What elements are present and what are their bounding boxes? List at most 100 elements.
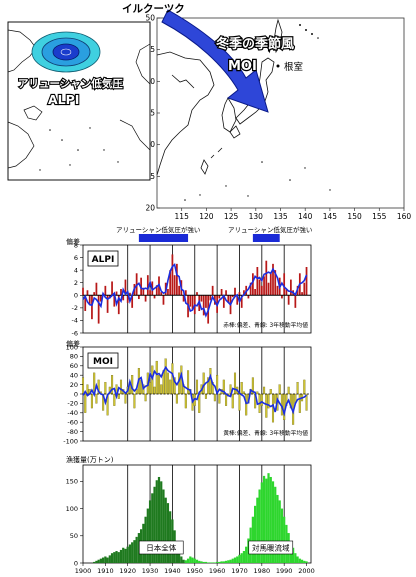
catch-bar	[224, 560, 228, 563]
moi-bar	[305, 393, 308, 411]
catch-xtick-label: 1950	[186, 567, 203, 575]
catch-ytick-label: 100	[66, 505, 78, 513]
catch-bar	[157, 476, 161, 563]
moi-bar	[81, 377, 85, 395]
irkutsk-label: イルクーツク	[122, 3, 185, 15]
moi-bar	[86, 384, 89, 395]
moi-bar	[274, 393, 277, 404]
alpi-bar	[111, 281, 113, 296]
catch-xtick-label: 1910	[97, 567, 114, 575]
alpi-bar	[95, 282, 98, 296]
alpi-bar	[281, 295, 283, 299]
moi-bar	[204, 393, 207, 399]
alpi-bar	[247, 295, 250, 299]
catch-label-japan-box	[138, 540, 184, 555]
moi-ytick-label: 0	[74, 390, 78, 398]
alpi-label-box	[87, 250, 119, 267]
catch-bar	[113, 552, 116, 563]
map-lon-ticks: 115 120 125 130 135 140 145 150 155 160	[175, 208, 411, 221]
alpi-bar	[287, 295, 290, 305]
alpi-bar	[149, 290, 151, 296]
catch-bar	[233, 557, 237, 563]
catch-chart: 漁獲量(万トン) 0 50 100 150 1900 1910 1920 1930 1940 19…	[66, 455, 315, 575]
alpi-bar	[129, 292, 131, 296]
catch-bar	[200, 561, 203, 563]
alpi-bar	[256, 267, 259, 296]
map-lon-tick-label: 130	[249, 212, 264, 221]
moi-bar	[298, 393, 301, 413]
nemuro-label: 根室	[284, 61, 303, 73]
catch-bar	[137, 533, 140, 563]
catch-bar	[274, 486, 277, 563]
alpi-bar	[84, 295, 87, 311]
map-islands	[184, 24, 331, 201]
alpi-bar	[173, 275, 176, 296]
moi-bar	[160, 384, 163, 395]
catch-bar	[182, 559, 185, 563]
catch-bar	[227, 560, 230, 563]
alpi-bar	[82, 287, 84, 296]
alpi-bar	[117, 295, 120, 315]
alpi-ylabel: 偏差	[66, 237, 80, 246]
alpi-label: ALPI	[92, 255, 115, 265]
moi-bar	[157, 375, 161, 395]
alpi-bar	[176, 263, 178, 296]
monsoon-title: 冬季の季節風	[216, 36, 294, 52]
alpi-bar	[294, 295, 297, 308]
moi-map-label: MOI	[228, 59, 257, 74]
catch-bar	[211, 562, 214, 563]
alpi-bar	[205, 295, 207, 308]
catch-xtick-label: 1900	[75, 567, 92, 575]
catch-xtick-label: 1990	[276, 567, 293, 575]
catch-bar	[126, 546, 129, 563]
catch-bar	[122, 547, 125, 563]
alpi-bar	[162, 295, 165, 305]
alpi-bar	[305, 267, 308, 296]
alpi-bar	[196, 292, 198, 296]
catch-xtick-label: 1940	[164, 567, 181, 575]
catch-bar	[280, 508, 284, 563]
catch-bar	[193, 558, 196, 563]
moi-label-box	[87, 352, 119, 369]
catch-bar	[148, 500, 152, 563]
moi-bar	[117, 393, 120, 399]
catch-bar	[305, 561, 308, 563]
alpi-bar	[240, 295, 243, 308]
catch-bar	[178, 551, 181, 563]
catch-bar	[155, 480, 158, 563]
catch-bar	[271, 481, 275, 563]
alpi-bar	[182, 295, 185, 302]
catch-bar	[258, 489, 261, 563]
catch-bar	[276, 494, 279, 563]
catch-bar	[195, 559, 199, 563]
alpi-bar	[171, 254, 174, 296]
catch-bar	[128, 544, 132, 563]
catch-ytick-label: 50	[70, 532, 78, 540]
catch-bar	[242, 551, 246, 563]
moi-bar	[169, 379, 172, 395]
moi-bar	[238, 393, 241, 411]
alpi-bar	[104, 285, 107, 296]
catch-bar	[104, 556, 107, 563]
catch-bar	[220, 561, 223, 563]
catch-bar	[283, 516, 286, 563]
catch-xtick-label: 1970	[231, 567, 248, 575]
alpi-bar	[238, 292, 241, 296]
moi-bar	[104, 382, 107, 395]
catch-bar	[117, 552, 120, 563]
moi-bar	[149, 382, 152, 395]
moi-bar	[263, 386, 266, 395]
alpi-bar	[155, 285, 158, 296]
catch-bar	[260, 482, 263, 563]
catch-bar	[166, 503, 170, 563]
inset-label-1: アリューシャン低気圧	[18, 77, 123, 90]
moi-bar	[124, 393, 127, 404]
moi-ytick-label: -40	[67, 409, 78, 417]
catch-bar	[262, 475, 266, 563]
moi-bar	[225, 393, 228, 406]
alpi-bar	[263, 276, 265, 296]
alpi-bar	[249, 282, 252, 296]
catch-bar	[204, 561, 208, 563]
alpi-bar	[209, 295, 212, 301]
alpi-bar	[260, 285, 263, 296]
